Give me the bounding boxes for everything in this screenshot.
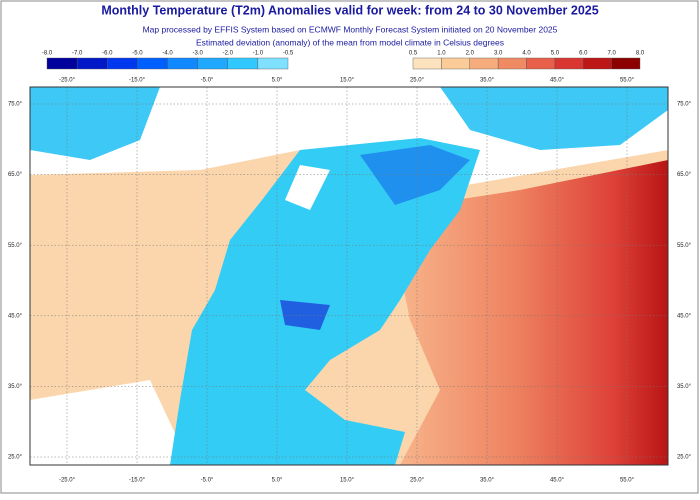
subtitle: Map processed by EFFIS System based on E… (143, 24, 558, 34)
colorbar-label: -6.0 (102, 51, 113, 57)
title: Monthly Temperature (T2m) Anomalies vali… (101, 3, 598, 17)
lon-label: 15.0° (340, 78, 355, 84)
lat-label: 55.0° (677, 243, 692, 249)
lat-label: 65.0° (8, 172, 23, 178)
lon-label: -25.0° (59, 78, 76, 84)
lon-label: 5.0° (272, 78, 283, 84)
lat-label: 75.0° (677, 102, 692, 108)
lon-label: 45.0° (550, 478, 565, 484)
colorbar-label: 8.0 (636, 51, 645, 57)
colorbar-label: 1.0 (437, 51, 446, 57)
colorbar-label: -8.0 (42, 51, 53, 57)
colorbar-box (554, 57, 584, 70)
colorbar-box (227, 57, 259, 70)
colorbars: -8.0 -7.0 -6.0 -5.0 -4.0 -3.0 -2.0 -1.0 -0.5 0.5 1… (42, 51, 645, 70)
lon-label: 55.0° (620, 478, 635, 484)
colorbar-box (441, 57, 470, 70)
colorbar-box (497, 57, 527, 70)
colorbar-label: -2.0 (223, 51, 234, 57)
colorbar-label: 0.5 (409, 51, 418, 57)
colorbar-label: 2.0 (466, 51, 475, 57)
colorbar-box (197, 57, 228, 70)
lon-label: -25.0° (59, 478, 76, 484)
colorbar-box (469, 57, 499, 70)
lat-label: 25.0° (8, 455, 23, 461)
lon-label: -15.0° (129, 78, 146, 84)
lon-label: -5.0° (201, 478, 214, 484)
colorbar-label: -5.0 (132, 51, 143, 57)
lon-label: -15.0° (129, 478, 146, 484)
colorbar-box (583, 57, 612, 70)
colorbar-label: 5.0 (551, 51, 560, 57)
lon-label: 35.0° (480, 78, 495, 84)
colorbar-box (167, 57, 198, 70)
colorbar-label: 6.0 (579, 51, 588, 57)
colorbar-box (46, 57, 78, 70)
subtitle: Estimated deviation (anomaly) of the mea… (196, 37, 504, 47)
lat-label: 65.0° (677, 172, 692, 178)
colorbar-label: -3.0 (192, 51, 203, 57)
lat-label: 45.0° (677, 313, 692, 319)
colorbar-label: -7.0 (72, 51, 83, 57)
colorbar-box (76, 57, 108, 70)
lat-label: 45.0° (8, 313, 23, 319)
lon-label: 55.0° (620, 78, 635, 84)
lat-label: 35.0° (677, 384, 692, 390)
map-frame (29, 86, 669, 466)
lon-label: 25.0° (410, 78, 425, 84)
map (30, 87, 668, 465)
lon-label: 35.0° (480, 478, 495, 484)
colorbar-label: -0.5 (283, 51, 294, 57)
lat-label: 55.0° (8, 243, 23, 249)
colorbar-box (107, 57, 138, 70)
lon-label: 15.0° (340, 478, 355, 484)
colorbar-label: 4.0 (522, 51, 531, 57)
colorbar-label: 7.0 (607, 51, 616, 57)
colorbar-box (526, 57, 556, 70)
colorbar-box (611, 57, 641, 70)
lat-label: 75.0° (8, 102, 23, 108)
colorbar-label: 3.0 (494, 51, 503, 57)
colorbar-box (257, 57, 289, 70)
colorbar-label: -1.0 (253, 51, 264, 57)
colorbar-box (137, 57, 168, 70)
lon-label: 25.0° (410, 478, 425, 484)
lat-label: 25.0° (677, 455, 692, 461)
lon-label: -5.0° (201, 78, 214, 84)
colorbar-box (412, 57, 442, 70)
lon-label: 45.0° (550, 78, 565, 84)
lon-label: 5.0° (272, 478, 283, 484)
lat-label: 35.0° (8, 384, 23, 390)
colorbar-label: -4.0 (162, 51, 173, 57)
